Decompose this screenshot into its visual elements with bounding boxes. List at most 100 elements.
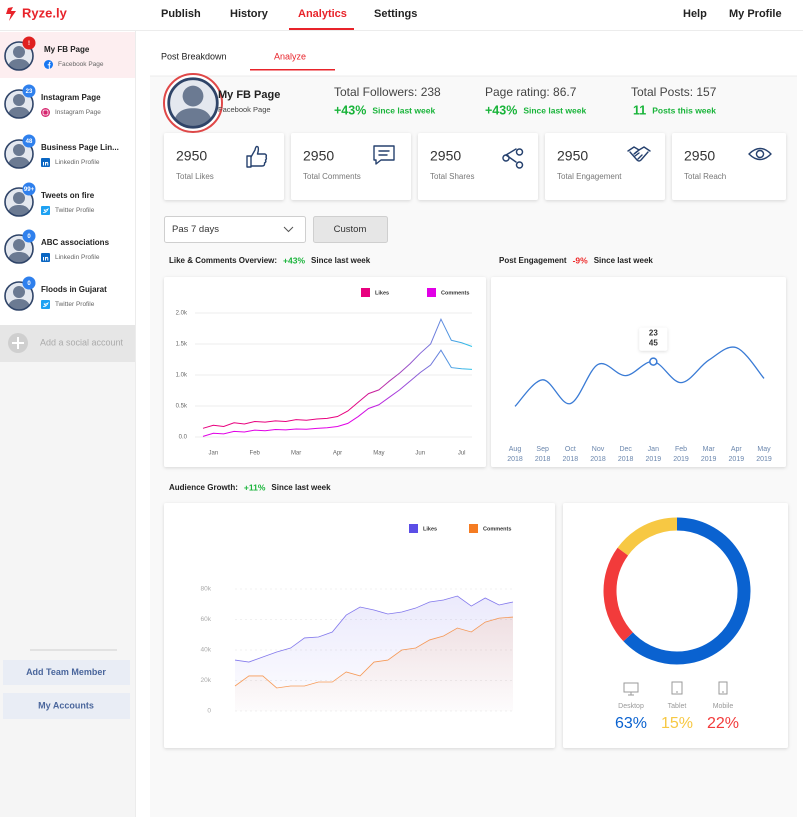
account-name[interactable]: Instagram Page — [41, 93, 101, 102]
button-label[interactable]: Add Team Member — [26, 667, 106, 677]
brand: Ryze.ly — [22, 5, 68, 20]
summary-note: Since last week — [372, 105, 435, 115]
nav-item[interactable]: History — [230, 8, 269, 20]
x-tick-label-line: Aug — [509, 446, 522, 453]
x-tick-label-line: May — [757, 446, 771, 453]
twitter-icon-bird — [42, 207, 49, 214]
device-value: 63% — [615, 715, 647, 732]
summary-change: +43% — [485, 103, 517, 117]
nav-item[interactable]: Publish — [161, 8, 201, 20]
button-label[interactable]: My Accounts — [38, 700, 94, 710]
x-tick-label: May — [373, 451, 384, 457]
add-icon-plus — [12, 337, 24, 349]
account-name[interactable]: My FB Page — [44, 45, 90, 54]
account-name[interactable]: Floods in Gujarat — [41, 285, 107, 294]
brand-icon — [6, 7, 16, 21]
account-name[interactable]: Tweets on fire — [41, 191, 95, 200]
stat-icon-part — [373, 145, 395, 165]
profile-type: Facebook Page — [218, 105, 271, 114]
stat-icon — [627, 146, 651, 162]
stat-value: 2950 — [430, 148, 461, 164]
add-account[interactable]: Add a social account — [40, 337, 124, 347]
y-tick-label: 1.0k — [176, 373, 188, 379]
x-tick-label-line: Dec — [619, 446, 632, 453]
account-badge-label: 48 — [26, 139, 33, 145]
stat-value: 2950 — [684, 148, 715, 164]
y-tick-label: 1.5k — [176, 342, 188, 348]
stat-card — [672, 133, 786, 200]
line — [202, 317, 473, 429]
account-type: Facebook Page — [58, 61, 104, 68]
y-tick-label: 2.0k — [176, 311, 188, 317]
tab[interactable]: Post Breakdown — [161, 51, 227, 61]
x-tick-label: Jan 2019 — [646, 446, 662, 463]
stat-label: Total Engagement — [557, 172, 622, 181]
summary-label: Page rating: 86.7 — [485, 85, 577, 99]
period-select-label[interactable]: Pas 7 days — [172, 224, 219, 235]
chart-title: Post Engagement — [499, 256, 567, 265]
tab[interactable]: Analyze — [274, 51, 306, 61]
device-icon — [718, 681, 728, 695]
legend-swatch — [469, 524, 478, 533]
account-type: Instagram Page — [55, 109, 101, 116]
nav-item[interactable]: My Profile — [729, 8, 782, 20]
x-tick-label-line: Jan — [648, 446, 659, 453]
x-tick-label: Jul — [458, 451, 466, 457]
stat-value: 2950 — [557, 148, 588, 164]
summary-label: Total Posts: 157 — [631, 85, 717, 99]
stat-icon-part — [748, 147, 772, 161]
x-tick-label: Nov 2018 — [590, 446, 606, 463]
legend-swatch — [409, 524, 418, 533]
account-type: Linkedin Profile — [55, 159, 100, 166]
x-tick-label: Jan — [209, 451, 219, 457]
stat-icon-part — [634, 149, 640, 154]
device-label: Mobile — [713, 703, 734, 710]
sidebar: Add a social account Add Team Member My … — [0, 32, 135, 719]
period-select[interactable] — [164, 216, 306, 243]
account-badge — [22, 84, 36, 98]
stat-card — [418, 133, 538, 200]
stat-icon-part — [502, 154, 510, 162]
button[interactable] — [3, 660, 130, 685]
custom-button-label[interactable]: Custom — [334, 224, 367, 235]
nav-item[interactable]: Analytics — [298, 8, 347, 20]
y-tick-label: 80k — [201, 586, 212, 593]
donut-segment — [623, 517, 751, 665]
x-tick-label: Mar — [291, 451, 301, 457]
donut-segment — [617, 517, 678, 556]
stat-icon — [502, 148, 524, 169]
nav-item[interactable]: Help — [683, 8, 707, 20]
chart-change: +43% — [283, 255, 305, 265]
stat-value: 2950 — [176, 148, 207, 164]
sidebar-lower — [0, 362, 135, 817]
line — [234, 595, 514, 663]
stat-icon-part — [755, 149, 765, 159]
x-tick-label-line: 2018 — [535, 456, 551, 463]
profile-name: My FB Page — [218, 89, 280, 101]
chart-note: Since last week — [271, 483, 331, 492]
chart-card — [491, 277, 786, 467]
account-name[interactable]: Business Page Lin... — [41, 143, 119, 152]
stat-card — [545, 133, 665, 200]
x-tick-label-line: 2019 — [701, 456, 717, 463]
custom-button[interactable] — [313, 216, 388, 243]
x-tick-label: Feb — [250, 451, 261, 457]
x-tick-label-line: Feb — [675, 446, 687, 453]
stat-label: Total Comments — [303, 172, 361, 181]
button[interactable] — [3, 693, 130, 719]
summary-change: 11 — [633, 103, 646, 117]
account-badge — [22, 36, 36, 50]
device-icon — [628, 692, 634, 696]
chart-note: Since last week — [594, 256, 654, 265]
tooltip-value: 45 — [649, 339, 658, 348]
nav-item[interactable]: Settings — [374, 8, 417, 20]
account-name[interactable]: ABC associations — [41, 238, 110, 247]
device-icon — [671, 681, 683, 695]
stat-icon-part — [515, 161, 524, 169]
stat-icon-part — [250, 145, 268, 167]
select-chevron — [283, 226, 294, 233]
x-tick-label-line: 2018 — [618, 456, 634, 463]
y-tick-label: 0.5k — [176, 404, 188, 410]
legend-swatch — [427, 288, 436, 297]
